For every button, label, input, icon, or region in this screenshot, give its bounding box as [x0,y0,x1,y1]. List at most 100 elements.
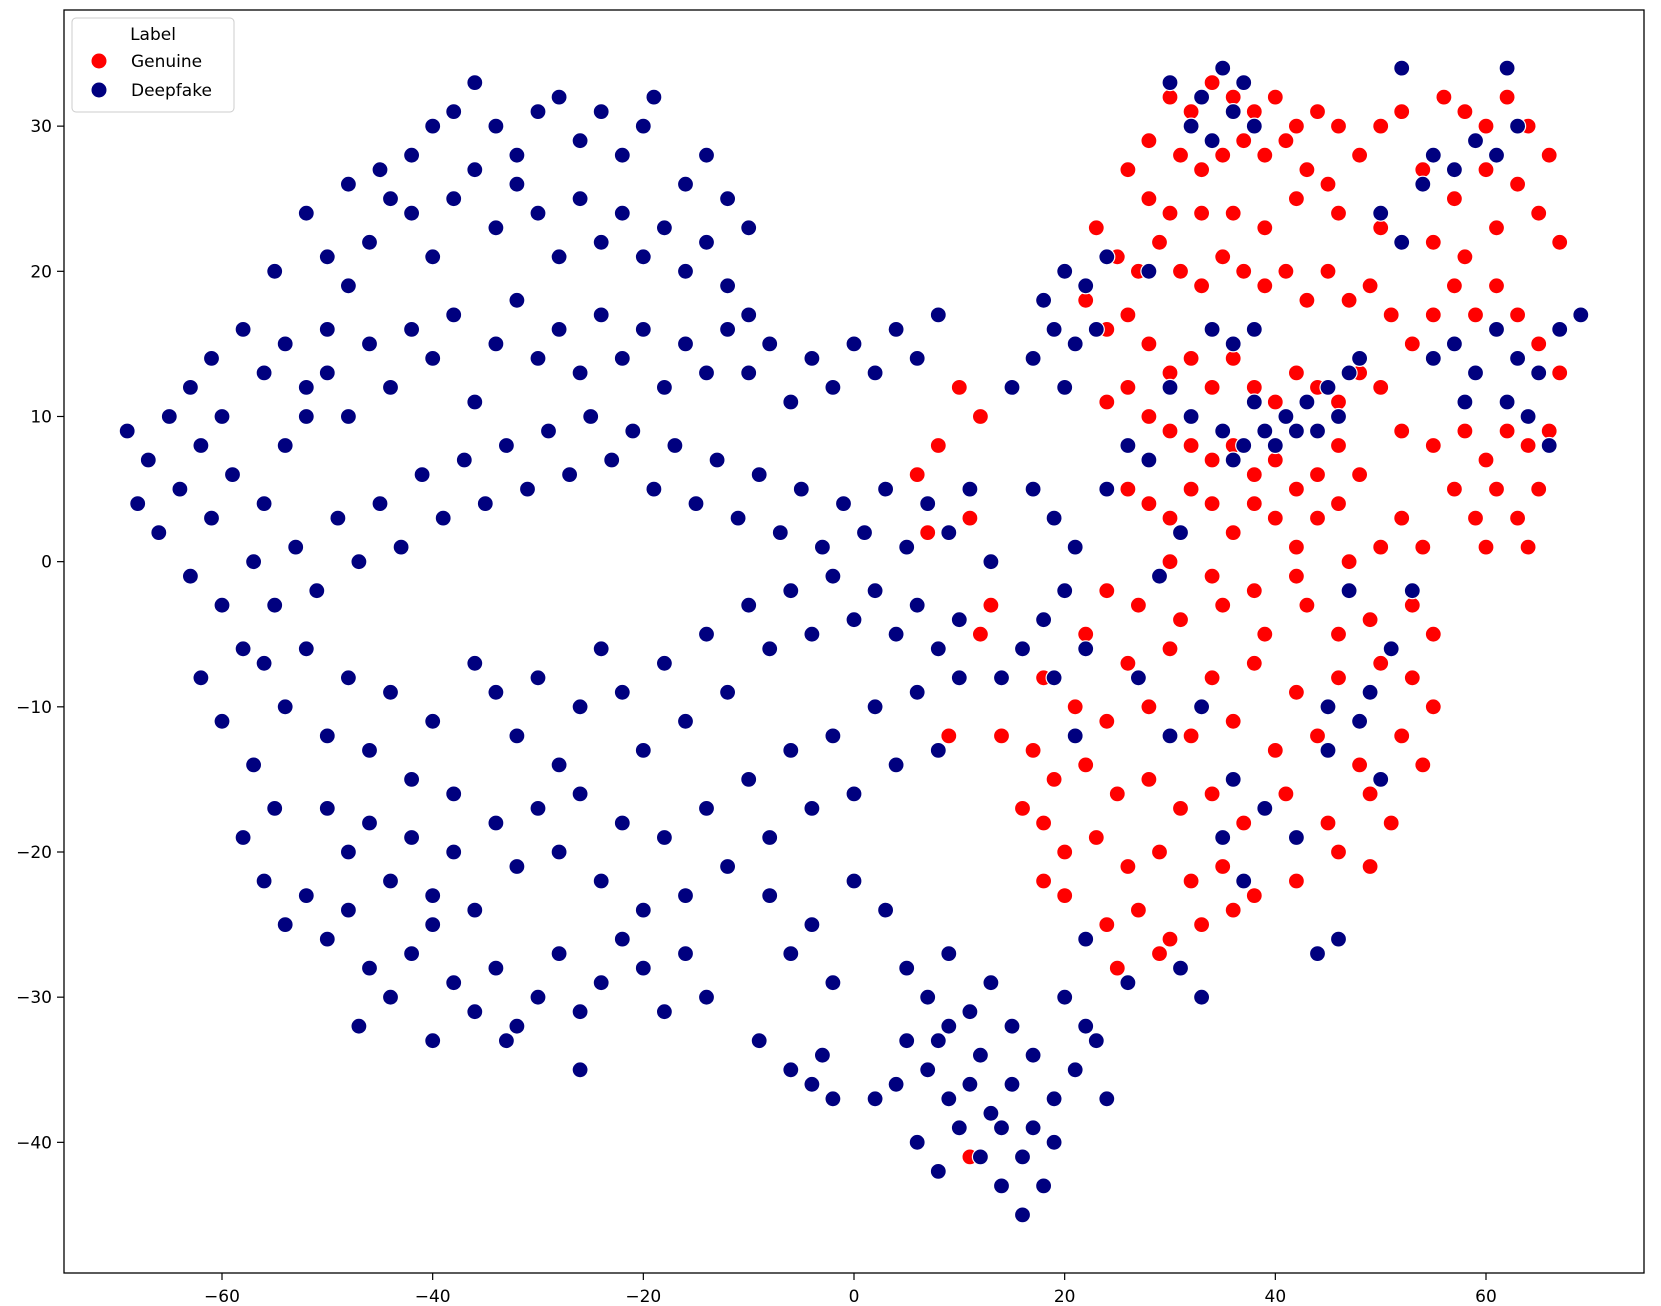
point-genuine [1119,378,1137,396]
y-tick-label: −20 [16,843,52,863]
point-deepfake [1003,1017,1021,1035]
point-deepfake [360,335,379,353]
point-deepfake [487,219,505,237]
point-deepfake [1445,161,1464,179]
point-genuine [1319,814,1337,832]
point-genuine [1119,857,1137,876]
point-genuine [1245,654,1263,672]
point-deepfake [529,102,547,121]
point-deepfake [824,567,842,585]
point-genuine [1140,132,1158,150]
point-deepfake [676,175,695,193]
point-deepfake [466,901,484,919]
point-deepfake [255,872,273,890]
point-genuine [1445,190,1464,208]
point-deepfake [150,523,168,542]
point-genuine [1034,814,1053,832]
point-deepfake [403,770,421,789]
point-deepfake [318,799,336,818]
point-deepfake [940,523,958,542]
point-genuine [1466,509,1485,527]
point-deepfake [234,640,252,658]
point-deepfake [129,495,147,513]
point-deepfake [181,567,199,585]
point-deepfake [582,407,600,426]
point-genuine [1477,451,1495,469]
point-genuine [1424,625,1442,643]
point-deepfake [192,436,210,455]
point-genuine [1182,102,1200,121]
point-deepfake [940,1090,958,1108]
point-genuine [1519,538,1537,556]
point-deepfake [1098,248,1116,266]
point-deepfake [1045,320,1063,338]
point-deepfake [1161,73,1179,92]
point-genuine [1119,306,1137,324]
point-deepfake [824,727,842,745]
point-deepfake [655,828,674,847]
point-deepfake [350,1017,368,1035]
point-deepfake [266,596,284,614]
point-genuine [1266,451,1284,469]
point-deepfake [403,204,421,222]
point-genuine [1487,480,1506,498]
point-deepfake [1077,930,1095,948]
point-genuine [1361,857,1379,876]
point-deepfake [308,582,326,600]
point-deepfake [508,175,526,193]
point-deepfake [592,640,610,658]
point-deepfake [634,320,652,338]
point-genuine [1477,117,1495,135]
point-genuine [1277,132,1295,150]
point-deepfake [487,335,505,353]
point-deepfake [529,799,547,818]
point-genuine [1498,422,1516,440]
point-deepfake [360,233,379,251]
point-deepfake [466,1003,484,1021]
point-genuine [1287,117,1306,135]
point-genuine [1350,146,1369,164]
point-deepfake [276,436,294,455]
point-deepfake [571,1003,589,1021]
point-deepfake [550,843,568,861]
point-deepfake [634,117,652,135]
point-deepfake [1129,669,1148,687]
point-genuine [1224,349,1242,367]
point-deepfake [1192,698,1211,716]
point-deepfake [1013,1206,1032,1224]
point-genuine [1024,741,1042,760]
point-deepfake [1424,146,1442,164]
point-deepfake [455,451,473,469]
point-deepfake [1245,320,1263,338]
point-deepfake [381,190,400,208]
point-deepfake [782,582,800,600]
point-deepfake [381,988,400,1006]
point-deepfake [1087,1032,1105,1050]
point-deepfake [676,262,695,280]
x-tick-label: −40 [415,1287,451,1306]
point-genuine [1287,364,1306,382]
point-deepfake [634,741,652,760]
point-genuine [1150,843,1169,861]
point-deepfake [1393,59,1411,77]
y-tick-label: −30 [16,988,52,1008]
point-deepfake [898,538,916,556]
point-deepfake [908,683,926,701]
point-deepfake [676,335,695,353]
point-genuine [1308,466,1327,484]
point-genuine [1372,538,1390,556]
point-deepfake [392,538,410,556]
point-genuine [1414,538,1432,556]
point-deepfake [424,712,442,730]
point-deepfake [339,669,357,687]
point-deepfake [276,915,294,934]
point-genuine [1214,146,1232,164]
point-genuine [1087,828,1105,847]
point-genuine [1329,436,1348,455]
point-deepfake [403,944,421,963]
point-deepfake [245,756,263,774]
point-genuine [1066,698,1084,716]
point-genuine [1161,553,1179,571]
point-deepfake [761,828,779,847]
point-deepfake [592,102,610,121]
